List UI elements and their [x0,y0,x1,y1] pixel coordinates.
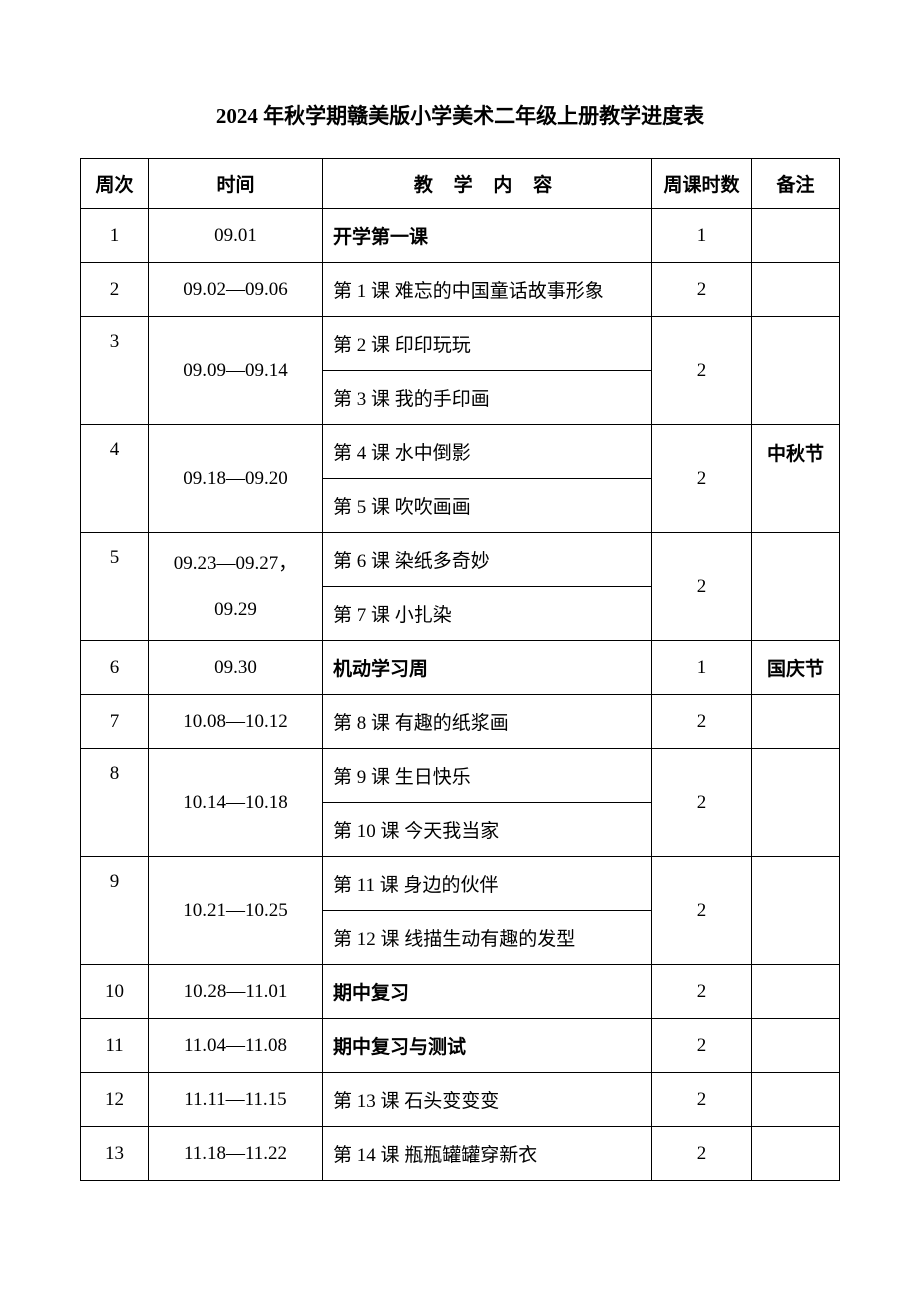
cell-week: 9 [81,857,149,965]
cell-week: 4 [81,425,149,533]
table-row: 2 09.02—09.06 第 1 课 难忘的中国童话故事形象 2 [81,263,840,317]
cell-content: 第 6 课 染纸多奇妙 [323,533,652,587]
cell-note: 中秋节 [752,425,840,533]
table-row: 9 10.21—10.25 第 11 课 身边的伙伴 2 [81,857,840,911]
cell-week: 5 [81,533,149,641]
time-line2: 09.29 [149,587,322,633]
cell-week: 11 [81,1019,149,1073]
cell-note [752,1019,840,1073]
cell-note: 国庆节 [752,641,840,695]
time-line1: 09.23—09.27， [149,541,322,587]
cell-content: 期中复习与测试 [323,1019,652,1073]
cell-content: 第 10 课 今天我当家 [323,803,652,857]
cell-note [752,317,840,425]
header-week: 周次 [81,159,149,209]
table-row: 8 10.14—10.18 第 9 课 生日快乐 2 [81,749,840,803]
cell-note [752,695,840,749]
cell-week: 8 [81,749,149,857]
cell-week: 1 [81,209,149,263]
table-row: 1 09.01 开学第一课 1 [81,209,840,263]
cell-content: 第 13 课 石头变变变 [323,1073,652,1127]
cell-hours: 2 [652,965,752,1019]
cell-content: 第 14 课 瓶瓶罐罐穿新衣 [323,1127,652,1181]
cell-content: 开学第一课 [323,209,652,263]
cell-content: 期中复习 [323,965,652,1019]
cell-week: 3 [81,317,149,425]
cell-hours: 2 [652,263,752,317]
cell-content: 第 11 课 身边的伙伴 [323,857,652,911]
cell-time: 09.09—09.14 [149,317,323,425]
document-title: 2024 年秋学期赣美版小学美术二年级上册教学进度表 [80,100,840,130]
cell-content: 第 1 课 难忘的中国童话故事形象 [323,263,652,317]
cell-hours: 1 [652,209,752,263]
cell-week: 7 [81,695,149,749]
cell-content: 机动学习周 [323,641,652,695]
header-content: 教 学 内 容 [323,159,652,209]
cell-time: 10.14—10.18 [149,749,323,857]
cell-hours: 2 [652,1019,752,1073]
header-hours: 周课时数 [652,159,752,209]
cell-time: 10.08—10.12 [149,695,323,749]
cell-week: 12 [81,1073,149,1127]
cell-time: 09.02—09.06 [149,263,323,317]
cell-content: 第 4 课 水中倒影 [323,425,652,479]
cell-hours: 2 [652,533,752,641]
cell-content: 第 2 课 印印玩玩 [323,317,652,371]
cell-content: 第 9 课 生日快乐 [323,749,652,803]
cell-content: 第 5 课 吹吹画画 [323,479,652,533]
table-row: 5 09.23—09.27， 09.29 第 6 课 染纸多奇妙 2 [81,533,840,587]
cell-content: 第 8 课 有趣的纸浆画 [323,695,652,749]
cell-week: 6 [81,641,149,695]
cell-note [752,209,840,263]
cell-hours: 1 [652,641,752,695]
cell-time: 11.04—11.08 [149,1019,323,1073]
table-row: 3 09.09—09.14 第 2 课 印印玩玩 2 [81,317,840,371]
table-row: 12 11.11—11.15 第 13 课 石头变变变 2 [81,1073,840,1127]
cell-note [752,1073,840,1127]
cell-time: 11.11—11.15 [149,1073,323,1127]
table-row: 11 11.04—11.08 期中复习与测试 2 [81,1019,840,1073]
cell-week: 10 [81,965,149,1019]
cell-time: 09.23—09.27， 09.29 [149,533,323,641]
cell-time: 09.30 [149,641,323,695]
table-row: 10 10.28—11.01 期中复习 2 [81,965,840,1019]
cell-hours: 2 [652,1127,752,1181]
cell-hours: 2 [652,695,752,749]
cell-week: 2 [81,263,149,317]
cell-time: 10.21—10.25 [149,857,323,965]
cell-week: 13 [81,1127,149,1181]
cell-note [752,749,840,857]
table-header-row: 周次 时间 教 学 内 容 周课时数 备注 [81,159,840,209]
cell-note [752,965,840,1019]
table-row: 4 09.18—09.20 第 4 课 水中倒影 2 中秋节 [81,425,840,479]
cell-time: 10.28—11.01 [149,965,323,1019]
cell-hours: 2 [652,317,752,425]
cell-time: 11.18—11.22 [149,1127,323,1181]
cell-hours: 2 [652,749,752,857]
cell-content: 第 3 课 我的手印画 [323,371,652,425]
header-note: 备注 [752,159,840,209]
table-row: 7 10.08—10.12 第 8 课 有趣的纸浆画 2 [81,695,840,749]
schedule-table: 周次 时间 教 学 内 容 周课时数 备注 1 09.01 开学第一课 1 2 … [80,158,840,1181]
table-row: 13 11.18—11.22 第 14 课 瓶瓶罐罐穿新衣 2 [81,1127,840,1181]
cell-note [752,1127,840,1181]
cell-time: 09.18—09.20 [149,425,323,533]
cell-content: 第 7 课 小扎染 [323,587,652,641]
cell-hours: 2 [652,425,752,533]
cell-time: 09.01 [149,209,323,263]
cell-note [752,857,840,965]
cell-note [752,533,840,641]
cell-hours: 2 [652,857,752,965]
cell-note [752,263,840,317]
table-row: 6 09.30 机动学习周 1 国庆节 [81,641,840,695]
cell-content: 第 12 课 线描生动有趣的发型 [323,911,652,965]
header-time: 时间 [149,159,323,209]
cell-hours: 2 [652,1073,752,1127]
